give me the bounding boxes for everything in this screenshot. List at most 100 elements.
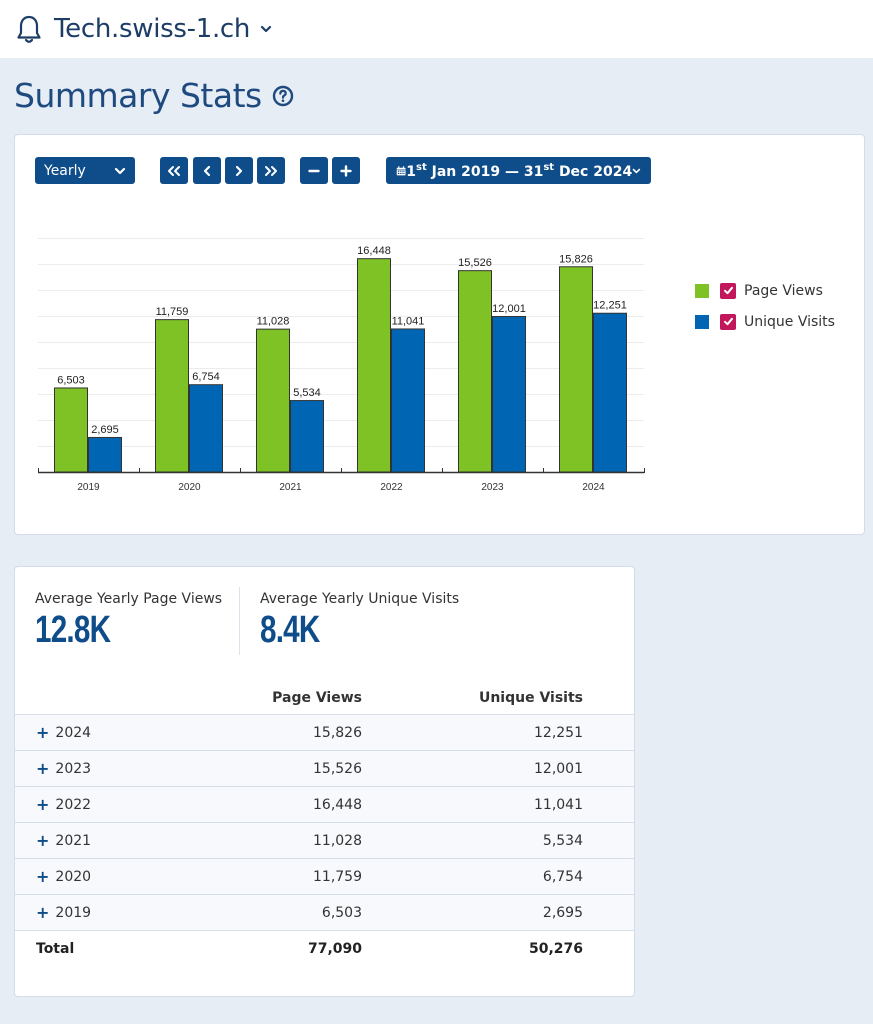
chevron-down-icon	[114, 167, 126, 174]
data-label: 2,695	[91, 424, 119, 436]
check-icon	[723, 286, 733, 295]
zoom-in-button[interactable]	[332, 157, 360, 184]
row-year-label: 2022	[55, 796, 92, 813]
kpi-value: 12.8K	[35, 609, 111, 651]
x-tick-label: 2021	[279, 482, 302, 493]
expand-icon[interactable]: +	[36, 903, 50, 922]
table-row[interactable]: +2021 11,028 5,534	[15, 823, 634, 859]
date-range-picker[interactable]: 1st Jan 2019 — 31st Dec 2024	[386, 157, 651, 184]
stats-card: Average Yearly Page Views 12.8K Average …	[14, 566, 635, 997]
previous-period-button[interactable]	[193, 157, 221, 184]
row-page-views: 11,028	[313, 832, 362, 849]
x-tick-label: 2023	[481, 482, 504, 493]
row-page-views: 11,759	[313, 868, 362, 885]
page-title-text: Summary Stats	[14, 76, 262, 115]
table-row[interactable]: +2023 15,526 12,001	[15, 751, 634, 787]
row-page-views: 15,526	[313, 760, 362, 777]
row-year-label: 2019	[55, 904, 92, 921]
header-page-views[interactable]: Page Views	[272, 689, 362, 706]
row-page-views: 15,826	[313, 724, 362, 741]
chevron-left-icon	[203, 165, 211, 176]
data-label: 12,251	[593, 300, 627, 312]
kpi-label: Average Yearly Page Views	[35, 591, 223, 607]
x-tick-label: 2024	[582, 482, 605, 493]
table-row[interactable]: +2019 6,503 2,695	[15, 895, 634, 931]
row-unique-visits: 12,251	[534, 724, 583, 741]
expand-icon[interactable]: +	[36, 795, 50, 814]
bell-icon[interactable]	[16, 14, 42, 44]
page-title: Summary Stats	[14, 76, 294, 115]
next-period-button[interactable]	[225, 157, 253, 184]
period-select[interactable]: Yearly	[35, 157, 135, 184]
row-unique-visits: 11,041	[534, 796, 583, 813]
legend-label: Unique Visits	[744, 313, 835, 330]
bar-page-views	[54, 387, 88, 473]
bar-unique-visits	[88, 436, 122, 473]
data-label: 16,448	[357, 245, 391, 257]
legend-swatch-unique-visits	[695, 314, 709, 329]
row-year-label: 2020	[55, 868, 92, 885]
bar-unique-visits	[391, 328, 425, 473]
date-range-text: 1st Jan 2019 — 31st Dec 2024	[406, 161, 633, 180]
legend-item-page-views[interactable]: Page Views	[695, 275, 835, 306]
total-unique-visits: 50,276	[528, 941, 583, 957]
check-icon	[723, 317, 733, 326]
question-circle-icon[interactable]	[272, 85, 294, 107]
expand-icon[interactable]: +	[36, 831, 50, 850]
data-label: 12,001	[492, 303, 526, 315]
row-year-label: 2023	[55, 760, 92, 777]
legend-checkbox-unique-visits[interactable]	[720, 313, 736, 330]
row-unique-visits: 5,534	[542, 832, 583, 849]
table-row[interactable]: +2022 16,448 11,041	[15, 787, 634, 823]
bar-unique-visits	[290, 400, 324, 473]
row-page-views: 6,503	[321, 904, 362, 921]
table-row[interactable]: +2024 15,826 12,251	[15, 715, 634, 751]
row-year: +2022	[15, 795, 215, 814]
row-year: +2023	[15, 759, 215, 778]
kpi-avg-unique-visits: Average Yearly Unique Visits 8.4K	[260, 591, 459, 651]
data-label: 11,759	[156, 306, 189, 318]
first-period-button[interactable]	[160, 157, 188, 184]
row-year: +2020	[15, 867, 215, 886]
chart-card: Yearly 1st Jan 2019 — 31st Dec 2024 6,50…	[14, 134, 865, 535]
x-tick-label: 2020	[178, 482, 201, 493]
bar-page-views	[256, 328, 290, 473]
row-year: +2021	[15, 831, 215, 850]
expand-icon[interactable]: +	[36, 867, 50, 886]
bar-page-views	[155, 319, 189, 473]
double-chevron-right-icon	[265, 165, 277, 176]
bar-unique-visits	[189, 384, 223, 473]
legend-label: Page Views	[744, 282, 823, 299]
kpi-label: Average Yearly Unique Visits	[260, 591, 460, 607]
kpi-divider	[239, 587, 240, 655]
x-tick-label: 2022	[380, 482, 403, 493]
data-label: 15,826	[559, 253, 593, 265]
chevron-down-icon[interactable]	[260, 23, 272, 35]
expand-icon[interactable]: +	[36, 723, 50, 742]
x-tick-label: 2019	[77, 482, 100, 493]
chart-legend: Page Views Unique Visits	[695, 275, 835, 337]
row-year-label: 2021	[55, 832, 92, 849]
legend-item-unique-visits[interactable]: Unique Visits	[695, 306, 835, 337]
row-unique-visits: 6,754	[542, 868, 583, 885]
top-bar: Tech.swiss-1.ch	[0, 0, 873, 58]
minus-icon	[308, 169, 320, 172]
row-unique-visits: 12,001	[534, 760, 583, 777]
table-row[interactable]: +2020 11,759 6,754	[15, 859, 634, 895]
plus-icon	[340, 164, 352, 177]
chevron-down-icon	[632, 168, 641, 173]
data-label: 11,041	[392, 315, 425, 327]
total-page-views: 77,090	[307, 941, 362, 957]
legend-checkbox-page-views[interactable]	[720, 282, 736, 299]
header-unique-visits[interactable]: Unique Visits	[478, 689, 583, 706]
chevron-right-icon	[235, 165, 243, 176]
total-label: Total	[36, 941, 75, 957]
legend-swatch-page-views	[695, 283, 709, 298]
last-period-button[interactable]	[257, 157, 285, 184]
data-label: 6,503	[57, 374, 85, 386]
table-total-row: Total 77,090 50,276	[15, 931, 634, 967]
expand-icon[interactable]: +	[36, 759, 50, 778]
data-label: 15,526	[458, 257, 492, 269]
zoom-out-button[interactable]	[300, 157, 328, 184]
site-selector[interactable]: Tech.swiss-1.ch	[54, 14, 251, 44]
